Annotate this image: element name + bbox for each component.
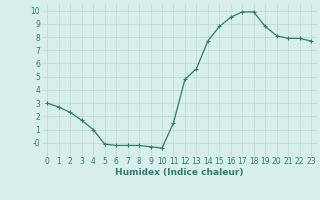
X-axis label: Humidex (Indice chaleur): Humidex (Indice chaleur) xyxy=(115,168,244,177)
